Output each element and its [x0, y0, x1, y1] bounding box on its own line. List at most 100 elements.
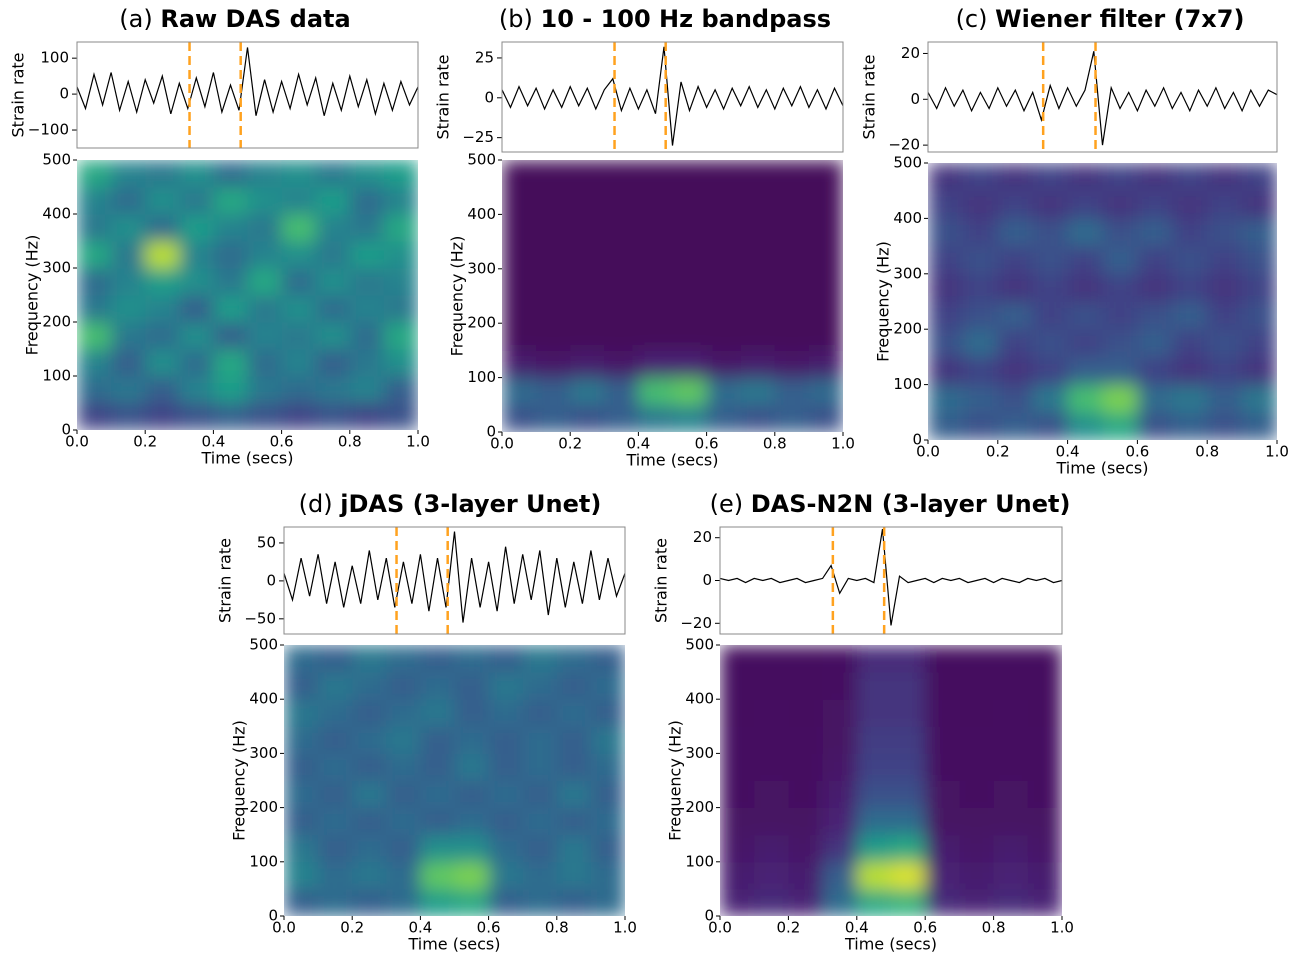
spectrogram-cell	[720, 780, 755, 809]
spectrogram-cell	[856, 645, 892, 673]
y-tick-label: 0	[59, 85, 69, 103]
y-tick-label: 100	[249, 852, 278, 870]
spectrogram-cell	[247, 214, 283, 242]
spectrogram-cell	[145, 187, 180, 215]
spectrogram-cell	[522, 699, 558, 727]
spectrogram-cell	[754, 645, 789, 673]
spectrogram-cell	[925, 645, 960, 673]
spectrogram-panel: 0.0 0.2 0.4 0.6 0.8 1.0 0 100 200 300 400 500 Time (…	[666, 636, 1074, 954]
spectrogram-cell	[145, 322, 180, 350]
spectrogram-cell	[1032, 163, 1069, 192]
spectrogram-cell	[179, 241, 214, 269]
spectrogram-cell	[247, 403, 283, 430]
y-tick-label: −50	[244, 609, 276, 627]
y-tick-label: 25	[475, 48, 494, 66]
spectrogram-cell	[1032, 356, 1069, 386]
plot-frame	[76, 41, 419, 149]
strain-panel: (a) Raw DAS data −100 0 100 Strain rate	[9, 5, 419, 149]
spectrogram-cell	[1027, 672, 1062, 700]
spectrogram-cell	[556, 699, 592, 727]
y-tick-label: −25	[462, 128, 494, 146]
spectrogram-cell	[808, 187, 843, 215]
spectrogram-cell	[720, 672, 755, 700]
y-tick-label: 500	[685, 636, 714, 654]
panel-title-text: Raw DAS data	[160, 5, 350, 33]
spectrogram-cell	[808, 350, 843, 379]
spectrogram-panel: 0.0 0.2 0.4 0.6 0.8 1.0 0 100 200 300 400 500 Time (…	[874, 154, 1289, 478]
spectrogram-cell	[856, 780, 892, 809]
spectrogram-cell	[638, 214, 673, 243]
spectrogram-cell	[997, 246, 1034, 275]
spectrogram-cell	[754, 726, 789, 754]
spectrogram-cell	[570, 296, 605, 324]
spectrogram-cell	[1137, 356, 1173, 386]
spectrogram-cell	[638, 187, 673, 215]
spectrogram-cell	[997, 273, 1034, 302]
spectrogram-cell	[315, 160, 351, 188]
spectrogram-cell	[318, 834, 353, 863]
spectrogram-cell	[706, 323, 742, 351]
spectrogram-cell	[590, 780, 625, 809]
spectrogram-cell	[247, 349, 283, 377]
spectrogram-cell	[1067, 412, 1103, 440]
spectrogram-cell	[959, 753, 995, 781]
spectrogram-cell	[1027, 861, 1062, 890]
spectrogram-cell	[638, 377, 673, 406]
spectrogram-cell	[570, 350, 605, 379]
spectrogram-cell	[284, 645, 319, 673]
spectrogram-cell	[556, 726, 592, 754]
spectrogram-cell	[720, 861, 755, 890]
spectrogram-cell	[638, 241, 673, 270]
spectrogram-cell	[281, 160, 317, 188]
x-tick-label: 0.0	[490, 435, 514, 453]
spectrogram-cell	[891, 672, 926, 700]
spectrogram-cell	[247, 187, 283, 215]
y-tick-label: −20	[888, 136, 920, 154]
spectrogram-cell	[386, 672, 421, 700]
spectrogram-cell	[1102, 329, 1138, 358]
spectrogram-panel: 0.0 0.2 0.4 0.6 0.8 1.0 0 100 200 300 400 500 Time (…	[448, 151, 855, 470]
clip-group	[928, 163, 1277, 440]
spectrogram-cell	[570, 323, 605, 351]
strain-panel: (e) DAS-N2N (3-layer Unet) −20 0 20 Strain r…	[652, 490, 1070, 635]
spectrogram-cell	[247, 160, 283, 188]
spectrogram-cell	[925, 861, 960, 890]
spectrogram-cell	[1137, 301, 1173, 330]
spectrogram-cell	[77, 295, 112, 323]
y-tick-label: 200	[467, 314, 496, 332]
spectrogram-cell	[1207, 190, 1243, 219]
spectrogram-cell	[590, 726, 625, 754]
spectrogram-cell	[488, 834, 524, 863]
spectrogram-cell	[213, 160, 248, 188]
x-tick-label: 0.8	[545, 919, 569, 937]
spectrogram-cell	[145, 376, 180, 404]
spectrogram-cell	[522, 753, 558, 781]
spectrogram-cell	[570, 268, 605, 297]
spectrogram-cell	[891, 888, 926, 916]
spectrogram-cell	[754, 699, 789, 727]
spectrogram-cell	[386, 726, 421, 754]
spectrogram-cell	[962, 412, 999, 440]
spectrogram-cell	[774, 160, 810, 188]
spectrogram-cell	[284, 726, 319, 754]
spectrogram-cell	[179, 214, 214, 242]
spectrogram-cell	[1067, 329, 1103, 358]
spectrogram-cell	[1207, 163, 1243, 192]
x-tick-label: 0.0	[708, 919, 732, 937]
spectrogram-cell	[959, 726, 995, 754]
x-tick-label: 0.6	[695, 435, 719, 453]
spectrogram-cell	[502, 241, 537, 270]
spectrogram-cell	[1032, 329, 1069, 358]
spectrogram-cell	[1242, 273, 1277, 302]
spectrogram-cell	[111, 187, 146, 215]
spectrogram-cell	[590, 645, 625, 673]
spectrogram-cell	[959, 645, 995, 673]
spectrogram-cell	[754, 807, 789, 836]
spectrogram-cell	[1137, 273, 1173, 302]
spectrogram-cell	[420, 726, 455, 754]
panel-title-text: Wiener filter (7x7)	[995, 5, 1244, 33]
spectrogram-panel: 0.0 0.2 0.4 0.6 0.8 1.0 0 100 200 300 400 500 Time (…	[230, 636, 637, 954]
spectrogram-cell	[997, 190, 1034, 219]
spectrogram-cell	[1172, 356, 1208, 386]
panel-title: (d) jDAS (3-layer Unet)	[299, 490, 602, 518]
